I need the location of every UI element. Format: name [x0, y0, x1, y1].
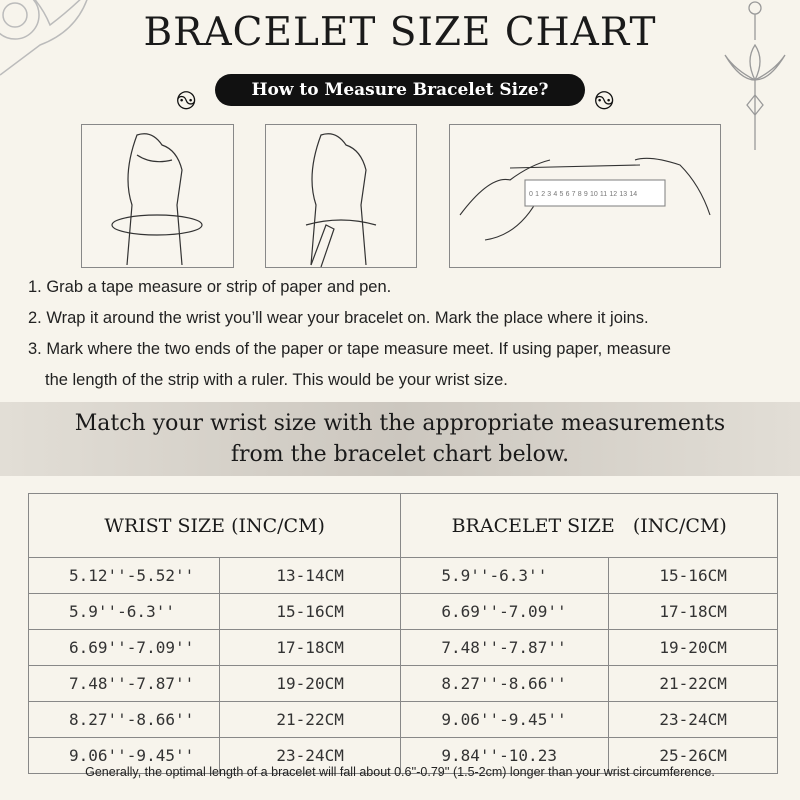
wrist-cm: 19-20CM	[218, 665, 402, 702]
ruler-scale: 0 1 2 3 4 5 6 7 8 9 10 11 12 13 14	[529, 191, 637, 198]
wrist-cm: 21-22CM	[218, 701, 402, 738]
illustration-mark-join	[265, 124, 417, 268]
table-row: 5.9''-6.3'' 15-16CM 6.69''-7.09'' 17-18CM	[28, 593, 778, 630]
wrist-inches: 9.06''-9.45''	[28, 737, 220, 774]
bracelet-inches: 6.69''-7.09''	[400, 593, 610, 630]
wrist-inches: 5.9''-6.3''	[28, 593, 220, 630]
table-row: 6.69''-7.09'' 17-18CM 7.48''-7.87'' 19-20CM	[28, 629, 778, 666]
bracelet-inches: 7.48''-7.87''	[400, 629, 610, 666]
bracelet-inches: 9.06''-9.45''	[400, 701, 610, 738]
hands-ruler-icon	[459, 157, 711, 241]
illustration-wrap-wrist	[81, 124, 234, 268]
bracelet-cm: 17-18CM	[608, 593, 778, 630]
wrist-inches: 8.27''-8.66''	[28, 701, 220, 738]
table-row: 9.06''-9.45'' 23-24CM 9.84''-10.23 25-26CM	[28, 737, 778, 774]
ruler-tick-label: 1	[535, 191, 539, 198]
ruler-tick-label: 5	[559, 191, 564, 198]
size-table: WRIST SIZE (INC/CM) BRACELET SIZE (INC/CM…	[27, 493, 778, 774]
ruler-tick-label: 12	[609, 191, 618, 198]
ruler-tick-label: 8	[577, 191, 582, 198]
step-2: 2. Wrap it around the wrist you’ll wear …	[28, 309, 649, 327]
bracelet-cm: 15-16CM	[608, 557, 778, 594]
swirl-ornament-icon: ࿊	[594, 85, 615, 115]
match-banner: Match your wrist size with the appropria…	[0, 402, 800, 476]
ruler-tick-label: 10	[589, 191, 598, 198]
bracelet-cm: 21-22CM	[608, 665, 778, 702]
bracelet-cm: 25-26CM	[608, 737, 778, 774]
ruler-tick-label: 9	[583, 191, 588, 198]
banner-line-2: from the bracelet chart below.	[230, 442, 570, 467]
wrist-cm: 17-18CM	[218, 629, 402, 666]
bracelet-inches: 8.27''-8.66''	[400, 665, 610, 702]
ruler-tick-label: 2	[541, 191, 546, 198]
bracelet-inches: 5.9''-6.3''	[400, 557, 610, 594]
ruler-tick-label: 4	[553, 191, 558, 198]
step-1: 1. Grab a tape measure or strip of paper…	[28, 278, 392, 296]
step-3: 3. Mark where the two ends of the paper …	[28, 340, 671, 358]
wrist-inches: 5.12''-5.52''	[28, 557, 220, 594]
step-3-continued: the length of the strip with a ruler. Th…	[45, 371, 508, 389]
bracelet-cm: 23-24CM	[608, 701, 778, 738]
hand-tape-icon	[111, 133, 203, 266]
ruler-tick-label: 3	[547, 191, 552, 198]
wrist-inches: 7.48''-7.87''	[28, 665, 220, 702]
ruler-tick-label: 6	[565, 191, 570, 198]
hand-pen-icon	[305, 133, 377, 268]
table-row: 5.12''-5.52'' 13-14CM 5.9''-6.3'' 15-16CM	[28, 557, 778, 594]
table-row: 8.27''-8.66'' 21-22CM 9.06''-9.45'' 23-24CM	[28, 701, 778, 738]
ruler-tick-label: 7	[571, 191, 576, 198]
ruler-tick-label: 0	[529, 191, 533, 198]
footnote: Generally, the optimal length of a brace…	[85, 765, 715, 779]
table-header-row: WRIST SIZE (INC/CM) BRACELET SIZE (INC/CM…	[27, 493, 778, 558]
bracelet-cm: 19-20CM	[608, 629, 778, 666]
wrist-cm: 15-16CM	[218, 593, 402, 630]
illustration-ruler: 0 1 2 3 4 5 6 7 8 9 10 11 12 13 14	[449, 124, 721, 268]
subtitle-pill: How to Measure Bracelet Size?	[215, 74, 585, 106]
table-row: 7.48''-7.87'' 19-20CM 8.27''-8.66'' 21-22CM	[28, 665, 778, 702]
lotus-ornament-icon	[724, 1, 786, 150]
wrist-inches: 6.69''-7.09''	[28, 629, 220, 666]
swirl-ornament-icon: ࿊	[176, 85, 197, 115]
ruler-tick-label: 11	[599, 191, 608, 198]
page-title: BRACELET SIZE CHART	[143, 10, 657, 55]
wrist-cm: 13-14CM	[218, 557, 402, 594]
banner-line-1: Match your wrist size with the appropria…	[74, 411, 726, 436]
bracelet-inches: 9.84''-10.23	[400, 737, 610, 774]
instructions: 1. Grab a tape measure or strip of paper…	[28, 272, 671, 396]
bracelet-size-header: BRACELET SIZE (INC/CM)	[400, 493, 778, 558]
wrist-size-header: WRIST SIZE (INC/CM)	[27, 493, 402, 558]
mandala-ornament-icon	[0, 0, 88, 76]
wrist-cm: 23-24CM	[218, 737, 402, 774]
ruler-tick-label: 13	[619, 191, 628, 198]
ruler-tick-label: 14	[629, 191, 638, 198]
